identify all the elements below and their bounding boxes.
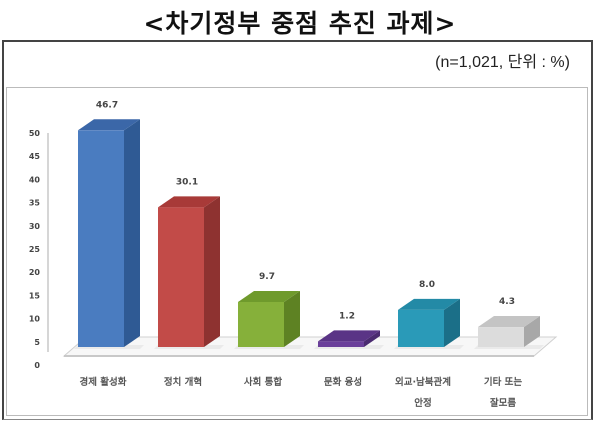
- page-title: <차기정부 중점 추진 과제>: [143, 9, 457, 38]
- bar-side-face: [524, 316, 540, 347]
- y-tick-label: 10: [29, 315, 41, 324]
- x-category-label: 잘모름: [490, 397, 516, 409]
- bar-top-face: [78, 119, 140, 131]
- bar-top-face: [478, 316, 540, 328]
- bar-front-face: [238, 301, 284, 347]
- bar-front-face: [158, 207, 204, 347]
- x-category-label: 외교·남북관계: [395, 376, 451, 388]
- x-category-label: 정치 개혁: [164, 376, 202, 388]
- x-category-label: 사회 통합: [244, 376, 283, 388]
- y-tick-label: 0: [34, 361, 40, 370]
- bar-front-face: [318, 341, 364, 347]
- bar-value-label: 4.3: [499, 297, 515, 307]
- bar-top-face: [398, 298, 460, 310]
- bar-front-face: [398, 309, 444, 347]
- bar-top-face: [158, 196, 220, 208]
- chart-frame: [2, 40, 593, 420]
- y-tick-label: 5: [34, 338, 40, 347]
- x-category-label: 경제 활성화: [79, 376, 126, 388]
- y-tick-label: 25: [29, 245, 41, 254]
- y-tick-label: 45: [29, 152, 41, 161]
- bar-side-face: [364, 330, 380, 347]
- bar-value-label: 46.7: [96, 100, 118, 110]
- bar-top-face: [318, 330, 380, 342]
- chart-subtitle: (n=1,021, 단위 : %): [435, 54, 570, 71]
- bar-value-label: 30.1: [176, 177, 198, 187]
- y-tick-label: 20: [29, 268, 41, 277]
- bar-front-face: [478, 327, 524, 347]
- y-tick-label: 30: [29, 222, 41, 231]
- bar-value-label: 8.0: [419, 280, 435, 290]
- y-tick-label: 50: [29, 129, 41, 138]
- x-category-label: 안정: [414, 397, 431, 409]
- bar-value-label: 1.2: [339, 311, 355, 321]
- bar-side-face: [124, 119, 140, 347]
- bar-side-face: [284, 290, 300, 347]
- bar-side-face: [444, 298, 460, 347]
- bar-front-face: [78, 130, 124, 347]
- bar-side-face: [204, 196, 220, 347]
- x-category-label: 문화 융성: [324, 376, 362, 388]
- x-category-label: 기타 또는: [484, 376, 523, 388]
- y-tick-label: 15: [29, 291, 41, 300]
- y-tick-label: 35: [29, 199, 41, 208]
- bar-top-face: [238, 290, 300, 302]
- y-tick-label: 40: [29, 175, 41, 184]
- bar-value-label: 9.7: [259, 272, 275, 282]
